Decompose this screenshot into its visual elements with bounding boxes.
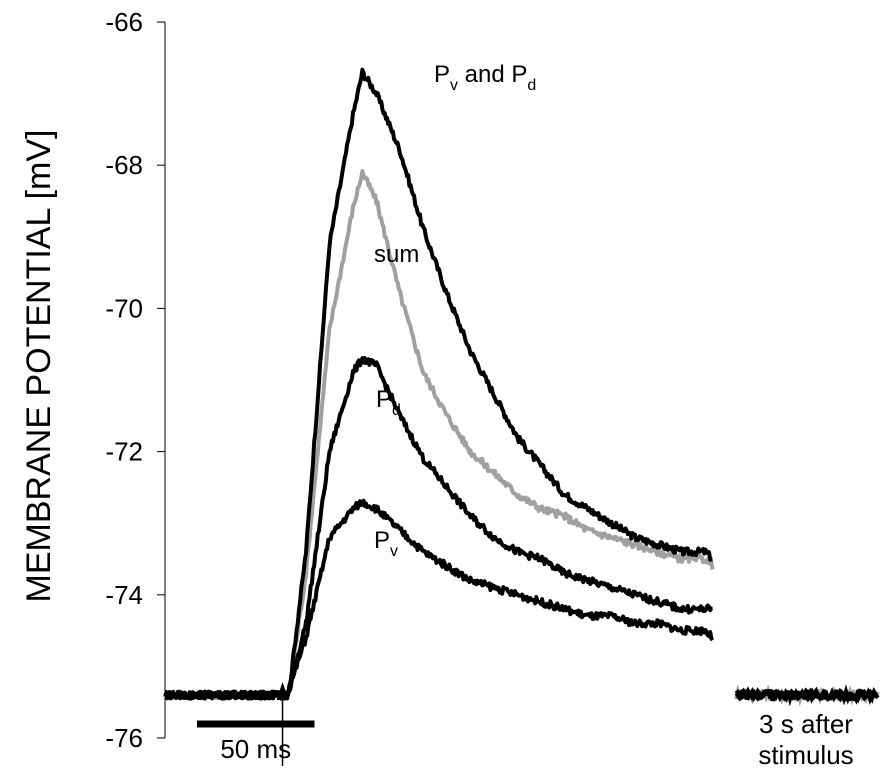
after-trace-pv (734, 685, 880, 706)
stimulus-arrow-icon (276, 682, 289, 700)
trace-pd (163, 356, 714, 701)
y-tick-label: -72 (105, 437, 143, 467)
y-tick-label: -66 (105, 7, 143, 37)
y-axis-label: MEMBRANE POTENTIAL [mV] (20, 130, 58, 603)
y-tick-label: -74 (105, 580, 143, 610)
trace-pv-and-pd (164, 67, 714, 701)
trace-labels: Pv and Pd sum Pd Pv (374, 61, 536, 560)
stimulus-marker (276, 682, 289, 766)
y-tick-label: -68 (105, 150, 143, 180)
after-stimulus-label-line2: stimulus (758, 740, 853, 770)
scale-bar-label: 50 ms (220, 734, 291, 764)
y-ticks: -66 -68 -70 -72 -74 -76 (105, 7, 165, 753)
traces (163, 67, 715, 701)
trace-label-sum: sum (374, 241, 419, 268)
y-tick-label: -70 (105, 293, 143, 323)
y-tick-label: -76 (105, 723, 143, 753)
after-stimulus-traces (734, 683, 880, 707)
trace-label-pv-and-pd: Pv and Pd (434, 61, 536, 94)
trace-label-pd: Pd (376, 386, 401, 419)
trace-label-pv: Pv (374, 527, 398, 560)
after-stimulus-label-line1: 3 s after (759, 709, 853, 739)
scale-bar: 50 ms (197, 720, 315, 764)
trace-pv (164, 498, 715, 701)
